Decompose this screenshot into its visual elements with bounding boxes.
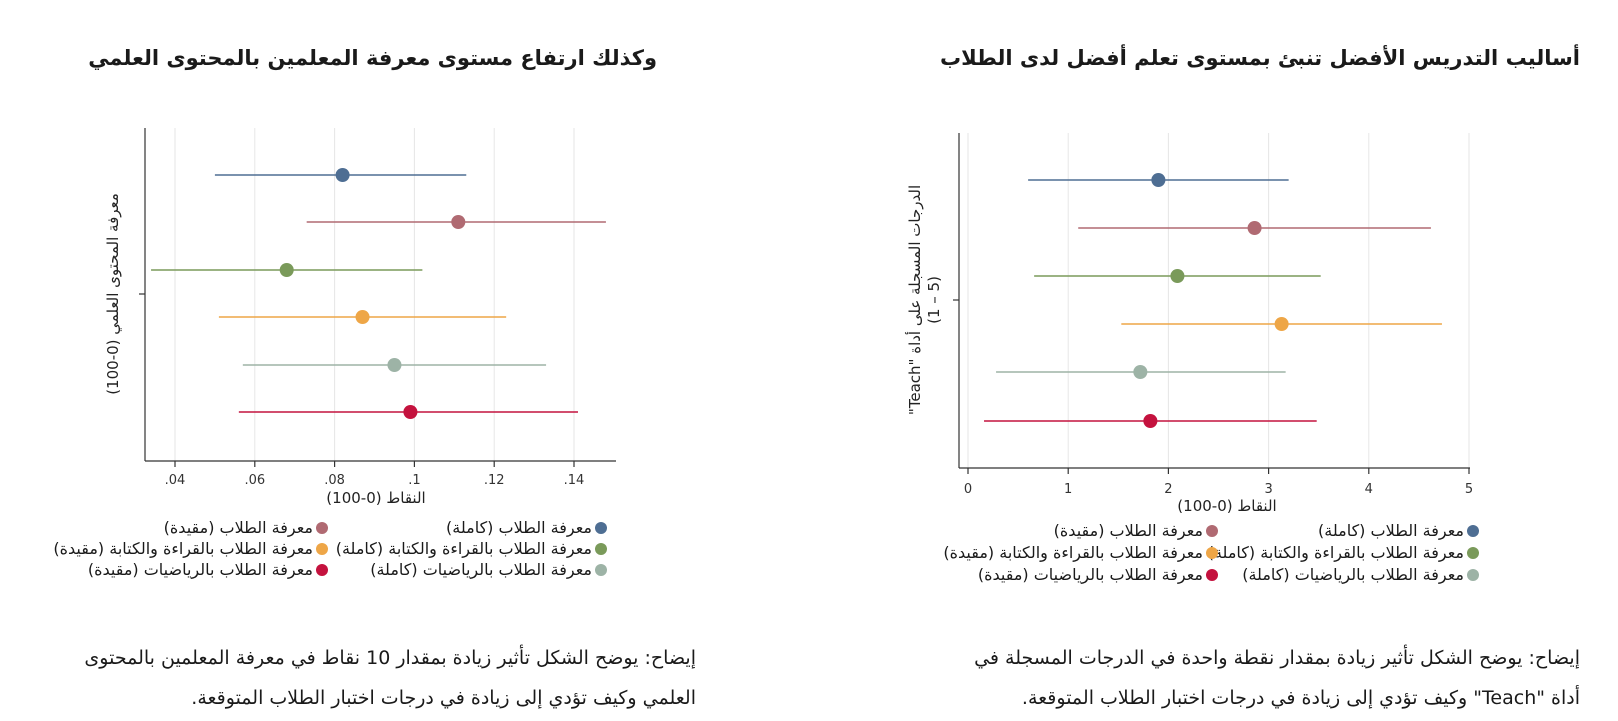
chart-title: أساليب التدريس الأفضل تنبئ بمستوى تعلم أ… — [940, 46, 1580, 70]
point-estimate — [451, 215, 466, 229]
y-axis-label: معرفة المحتوى العلمي (0-100) — [104, 193, 123, 395]
legend-marker — [595, 521, 607, 534]
legend-marker — [316, 563, 328, 576]
caption-line-1: إيضاح: يوضح الشكل تأثير زيادة بمقدار نقط… — [974, 647, 1580, 669]
legend-marker — [316, 521, 328, 534]
legend-label: معرفة الطلاب بالرياضيات (كاملة) — [1242, 565, 1464, 584]
point-estimate — [1133, 365, 1148, 379]
x-axis-label: النقاط (0-100) — [326, 489, 425, 507]
caption-line-1: إيضاح: يوضح الشكل تأثير زيادة بمقدار 10 … — [84, 647, 696, 669]
legend-entry: معرفة الطلاب بالرياضيات (مقيدة) — [88, 559, 328, 579]
x-axis-label: النقاط (0-100) — [1177, 497, 1276, 515]
x-tick-label: 1 — [1064, 482, 1072, 497]
legend-marker — [1467, 524, 1479, 537]
point-estimate — [1247, 221, 1262, 235]
legend-marker — [595, 563, 607, 576]
y-axis-label-line-2: (1 – 5) — [925, 276, 943, 324]
legend-entry: معرفة الطلاب بالقراءة والكتابة (كاملة) — [336, 538, 607, 558]
legend-label: معرفة الطلاب بالقراءة والكتابة (مقيدة) — [53, 539, 313, 558]
x-tick-label: .06 — [244, 473, 265, 488]
x-tick-label: .08 — [324, 473, 345, 488]
legend-label: معرفة الطلاب بالقراءة والكتابة (كاملة) — [335, 539, 592, 558]
x-tick-label: 2 — [1164, 482, 1172, 497]
teach-chart-svg: 0 1 2 3 4 5 النقاط (0-100) الدرجات المسجلة على … — [905, 133, 1473, 515]
point-estimate — [1170, 269, 1185, 283]
x-tick-label: 3 — [1264, 482, 1272, 497]
point-estimate — [387, 358, 402, 372]
legend-label: معرفة الطلاب بالقراءة والكتابة (كاملة) — [1207, 543, 1464, 562]
legend-entry: معرفة الطلاب (مقيدة) — [1054, 520, 1218, 540]
legend-label: معرفة الطلاب بالرياضيات (مقيدة) — [87, 560, 313, 579]
legend-marker — [1206, 524, 1218, 537]
y-axis-label: الدرجات المسجلة على أداة "Teach" (1 – 5) — [905, 185, 943, 415]
x-tick-label: .04 — [165, 473, 186, 488]
legend-label: معرفة الطلاب بالقراءة والكتابة (مقيدة) — [943, 543, 1203, 562]
caption-line-2: العلمي وكيف تؤدي إلى زيادة في درجات اختب… — [191, 687, 696, 709]
point-estimate — [1274, 317, 1289, 331]
point-estimate — [1143, 414, 1158, 428]
y-axis-label-line-1: الدرجات المسجلة على أداة "Teach" — [905, 185, 924, 415]
legend-entry: معرفة الطلاب بالقراءة والكتابة (مقيدة) — [53, 538, 328, 558]
legend-marker — [1467, 568, 1479, 581]
legend-label: معرفة الطلاب (كاملة) — [1318, 521, 1464, 540]
caption-line-2: أداة "Teach" وكيف تؤدي إلى زيادة في درجا… — [1021, 687, 1580, 709]
legend-marker — [1206, 546, 1218, 559]
legend-entry: معرفة الطلاب (كاملة) — [446, 517, 607, 537]
y-axis-label-line-1: معرفة المحتوى العلمي (0-100) — [104, 193, 123, 395]
content-knowledge-chart-panel: وكذلك ارتفاع مستوى معرفة المعلمين بالمحت… — [53, 46, 696, 718]
legend-entry: معرفة الطلاب بالرياضيات (مقيدة) — [978, 564, 1218, 584]
legend-label: معرفة الطلاب (مقيدة) — [163, 518, 313, 537]
x-tick-label: .14 — [564, 473, 585, 488]
legend-marker — [1467, 546, 1479, 559]
point-estimate — [1151, 173, 1166, 187]
content-knowledge-chart-svg: .04 .06 .08 .1 .12 .14 النقاط (0-100) معرفة الم… — [104, 128, 616, 507]
legend-marker — [595, 542, 607, 555]
x-tick-label: 0 — [964, 482, 972, 497]
legend-entry: معرفة الطلاب (كاملة) — [1318, 520, 1479, 540]
legend-entry: معرفة الطلاب (مقيدة) — [164, 517, 328, 537]
teach-chart-panel: أساليب التدريس الأفضل تنبئ بمستوى تعلم أ… — [809, 0, 1618, 721]
legend-marker — [1206, 568, 1218, 581]
point-estimate — [403, 405, 418, 419]
x-tick-label: .1 — [408, 473, 420, 488]
chart-title: وكذلك ارتفاع مستوى معرفة المعلمين بالمحت… — [88, 46, 657, 70]
legend-label: معرفة الطلاب بالرياضيات (كاملة) — [370, 560, 592, 579]
point-estimate — [355, 310, 370, 324]
point-estimate — [335, 168, 350, 182]
legend-label: معرفة الطلاب بالرياضيات (مقيدة) — [977, 565, 1203, 584]
legend-entry: معرفة الطلاب بالقراءة والكتابة (مقيدة) — [943, 542, 1218, 562]
x-tick-label: .12 — [484, 473, 505, 488]
x-tick-label: 5 — [1465, 482, 1473, 497]
legend-marker — [316, 542, 328, 555]
point-estimate — [279, 263, 294, 277]
chart-caption: إيضاح: يوضح الشكل تأثير زيادة بمقدار نقط… — [974, 638, 1580, 718]
legend-entry: معرفة الطلاب بالرياضيات (كاملة) — [370, 559, 607, 579]
legend-label: معرفة الطلاب (كاملة) — [446, 518, 592, 537]
legend-label: معرفة الطلاب (مقيدة) — [1053, 521, 1203, 540]
x-tick-label: 4 — [1365, 482, 1373, 497]
chart-caption: إيضاح: يوضح الشكل تأثير زيادة بمقدار 10 … — [84, 638, 696, 718]
legend-entry: معرفة الطلاب بالرياضيات (كاملة) — [1242, 564, 1479, 584]
legend-entry: معرفة الطلاب بالقراءة والكتابة (كاملة) — [1208, 542, 1479, 562]
